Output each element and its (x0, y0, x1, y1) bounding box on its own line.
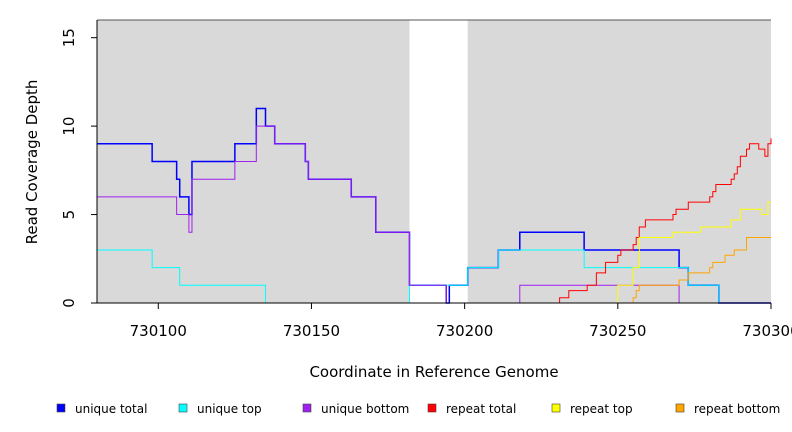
legend: unique total unique top unique bottom repea… (56, 402, 780, 416)
legend-swatch (427, 403, 437, 413)
shaded-region-2 (467, 20, 771, 303)
legend-label: unique total (75, 402, 147, 416)
legend-swatch (56, 403, 66, 413)
legend-item: unique total (56, 402, 147, 416)
legend-item: unique top (178, 402, 262, 416)
x-axis-title: Coordinate in Reference Genome (309, 363, 558, 381)
legend-label: unique top (197, 402, 262, 416)
shaded-regions (97, 20, 771, 303)
y-tick-label: 5 (60, 210, 78, 220)
y-tick-label: 10 (60, 117, 78, 136)
y-tick-label: 15 (60, 28, 78, 47)
x-tick-label: 730150 (283, 322, 340, 340)
legend-label: unique bottom (321, 402, 409, 416)
x-tick-label: 730100 (130, 322, 187, 340)
y-axis-title: Read Coverage Depth (23, 80, 41, 245)
series-line-repeat-top (97, 201, 771, 304)
legend-swatch (551, 403, 561, 413)
legend-label: repeat bottom (694, 402, 780, 416)
legend-item: repeat top (551, 402, 633, 416)
legend-label: repeat total (446, 402, 516, 416)
legend-swatch (675, 403, 685, 413)
legend-item: repeat total (427, 402, 516, 416)
legend-item: repeat bottom (675, 402, 780, 416)
legend-item: unique bottom (302, 402, 409, 416)
y-tick-label: 0 (60, 298, 78, 308)
x-tick-label: 730250 (589, 322, 646, 340)
legend-swatch (302, 403, 312, 413)
x-tick-label: 730200 (436, 322, 493, 340)
series-line-unique-top (97, 249, 771, 304)
series-line-repeat-bottom (97, 237, 771, 304)
legend-swatch (178, 403, 188, 413)
series-line-repeat-total (97, 138, 772, 304)
legend-label: repeat top (570, 402, 633, 416)
